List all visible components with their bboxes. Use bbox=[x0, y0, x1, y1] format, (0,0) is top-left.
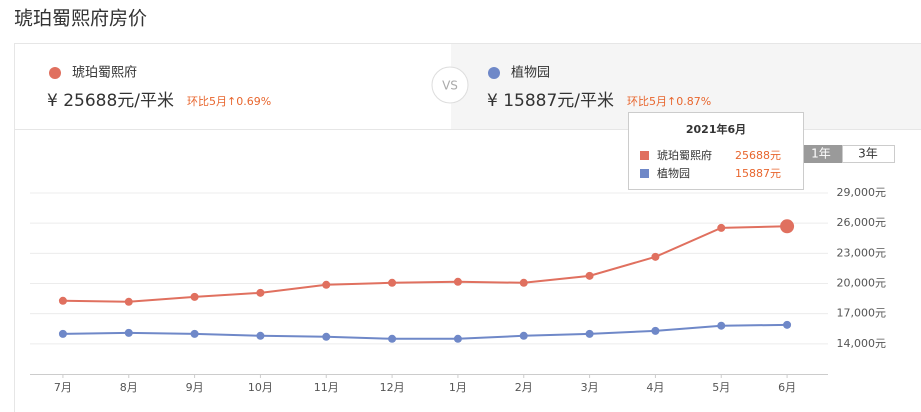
data-point bbox=[256, 288, 265, 297]
x-tick-label: 2月 bbox=[515, 381, 533, 394]
vs-circle bbox=[431, 66, 469, 104]
panel-border bbox=[14, 43, 921, 412]
x-tick-label: 3月 bbox=[581, 381, 599, 394]
right-name: 植物园 bbox=[511, 66, 550, 81]
y-tick-label: 14,000元 bbox=[837, 337, 887, 350]
tooltip: 2021年6月 琥珀蜀熙府 25688元 植物园 15887元 bbox=[628, 112, 804, 190]
right-price: ¥ 15887元/平米 bbox=[487, 91, 614, 111]
x-tick-label: 7月 bbox=[54, 381, 72, 394]
data-point bbox=[322, 332, 331, 341]
left-change: 环比5月↑0.69% bbox=[187, 95, 271, 108]
data-point bbox=[190, 292, 199, 301]
data-point bbox=[783, 320, 792, 329]
series-line bbox=[62, 225, 788, 303]
left-name: 琥珀蜀熙府 bbox=[72, 66, 137, 81]
data-point bbox=[519, 331, 528, 340]
y-tick-label: 17,000元 bbox=[837, 307, 887, 320]
data-point bbox=[717, 321, 726, 330]
data-point bbox=[585, 329, 594, 338]
data-point bbox=[453, 334, 462, 343]
tooltip-name: 植物园 bbox=[657, 166, 690, 180]
tooltip-box bbox=[628, 112, 804, 190]
data-point bbox=[58, 329, 67, 338]
y-tick-label: 29,000元 bbox=[837, 186, 887, 199]
x-tick-label: 10月 bbox=[248, 381, 273, 394]
x-tick-label: 5月 bbox=[712, 381, 730, 394]
data-point bbox=[58, 296, 67, 305]
tab-1y-label[interactable]: 1年 bbox=[811, 147, 831, 161]
page-title: 琥珀蜀熙府房价 bbox=[14, 8, 147, 30]
tab-3y[interactable] bbox=[842, 145, 895, 163]
series-line bbox=[62, 323, 788, 340]
tab-3y-label[interactable]: 3年 bbox=[858, 147, 878, 161]
y-tick-label: 20,000元 bbox=[837, 277, 887, 290]
x-tick-label: 8月 bbox=[120, 381, 138, 394]
x-tick-label: 6月 bbox=[778, 381, 796, 394]
data-point bbox=[322, 280, 331, 289]
x-tick-label: 11月 bbox=[314, 381, 339, 394]
left-dot bbox=[49, 67, 61, 79]
data-point bbox=[453, 277, 462, 286]
y-tick-label: 26,000元 bbox=[837, 216, 887, 229]
data-point bbox=[124, 328, 133, 337]
data-point bbox=[717, 223, 726, 232]
x-tick-label: 1月 bbox=[449, 381, 467, 394]
y-tick-label: 23,000元 bbox=[837, 246, 887, 259]
data-point bbox=[651, 326, 660, 335]
x-tick-label: 12月 bbox=[380, 381, 405, 394]
right-dot bbox=[488, 67, 500, 79]
x-tick-label: 9月 bbox=[186, 381, 204, 394]
data-point bbox=[124, 297, 133, 306]
tab-1y[interactable] bbox=[800, 145, 842, 163]
data-point bbox=[519, 278, 528, 287]
data-point bbox=[388, 278, 397, 287]
data-point bbox=[190, 329, 199, 338]
tooltip-title: 2021年6月 bbox=[686, 122, 746, 136]
data-point bbox=[651, 252, 660, 261]
left-price: ¥ 25688元/平米 bbox=[47, 91, 174, 111]
data-point bbox=[388, 334, 397, 343]
tooltip-swatch bbox=[640, 151, 649, 160]
data-point bbox=[585, 271, 594, 280]
tooltip-value: 15887元 bbox=[735, 167, 781, 180]
tooltip-swatch bbox=[640, 169, 649, 178]
data-point bbox=[256, 331, 265, 340]
vs-label: VS bbox=[442, 79, 458, 93]
tooltip-value: 25688元 bbox=[735, 149, 781, 162]
data-point bbox=[780, 219, 795, 234]
right-change: 环比5月↑0.87% bbox=[627, 95, 711, 108]
tooltip-name: 琥珀蜀熙府 bbox=[657, 148, 712, 162]
x-tick-label: 4月 bbox=[646, 381, 664, 394]
